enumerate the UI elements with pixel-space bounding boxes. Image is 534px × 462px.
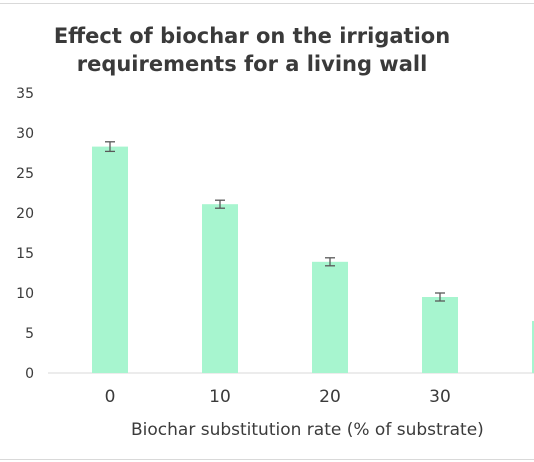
bar — [312, 261, 348, 373]
chart-title-line-2: requirements for a living wall — [76, 52, 428, 76]
top-border — [0, 3, 534, 4]
bar — [532, 321, 534, 373]
y-tick-label: 5 — [25, 326, 34, 342]
bottom-border — [0, 459, 534, 460]
bar — [92, 146, 128, 373]
x-tick-label: 20 — [319, 387, 341, 407]
x-axis-title: Biochar substitution rate (% of substrat… — [131, 420, 484, 440]
y-tick-label: 10 — [16, 286, 34, 302]
x-tick-label: 10 — [209, 387, 231, 407]
bar — [422, 297, 458, 373]
y-tick-label: 30 — [16, 126, 34, 142]
chart-title-line-1: Effect of biochar on the irrigation — [53, 24, 451, 48]
x-tick-label: 0 — [105, 387, 116, 407]
bar — [202, 204, 238, 373]
x-tick-label: 30 — [429, 387, 451, 407]
chart-title: Effect of biochar on the irrigation requ… — [30, 22, 474, 78]
y-tick-label: 0 — [25, 366, 34, 382]
y-tick-label: 25 — [16, 166, 34, 182]
y-tick-label: 15 — [16, 246, 34, 262]
y-tick-label: 20 — [16, 206, 34, 222]
y-tick-label: 35 — [16, 86, 34, 102]
